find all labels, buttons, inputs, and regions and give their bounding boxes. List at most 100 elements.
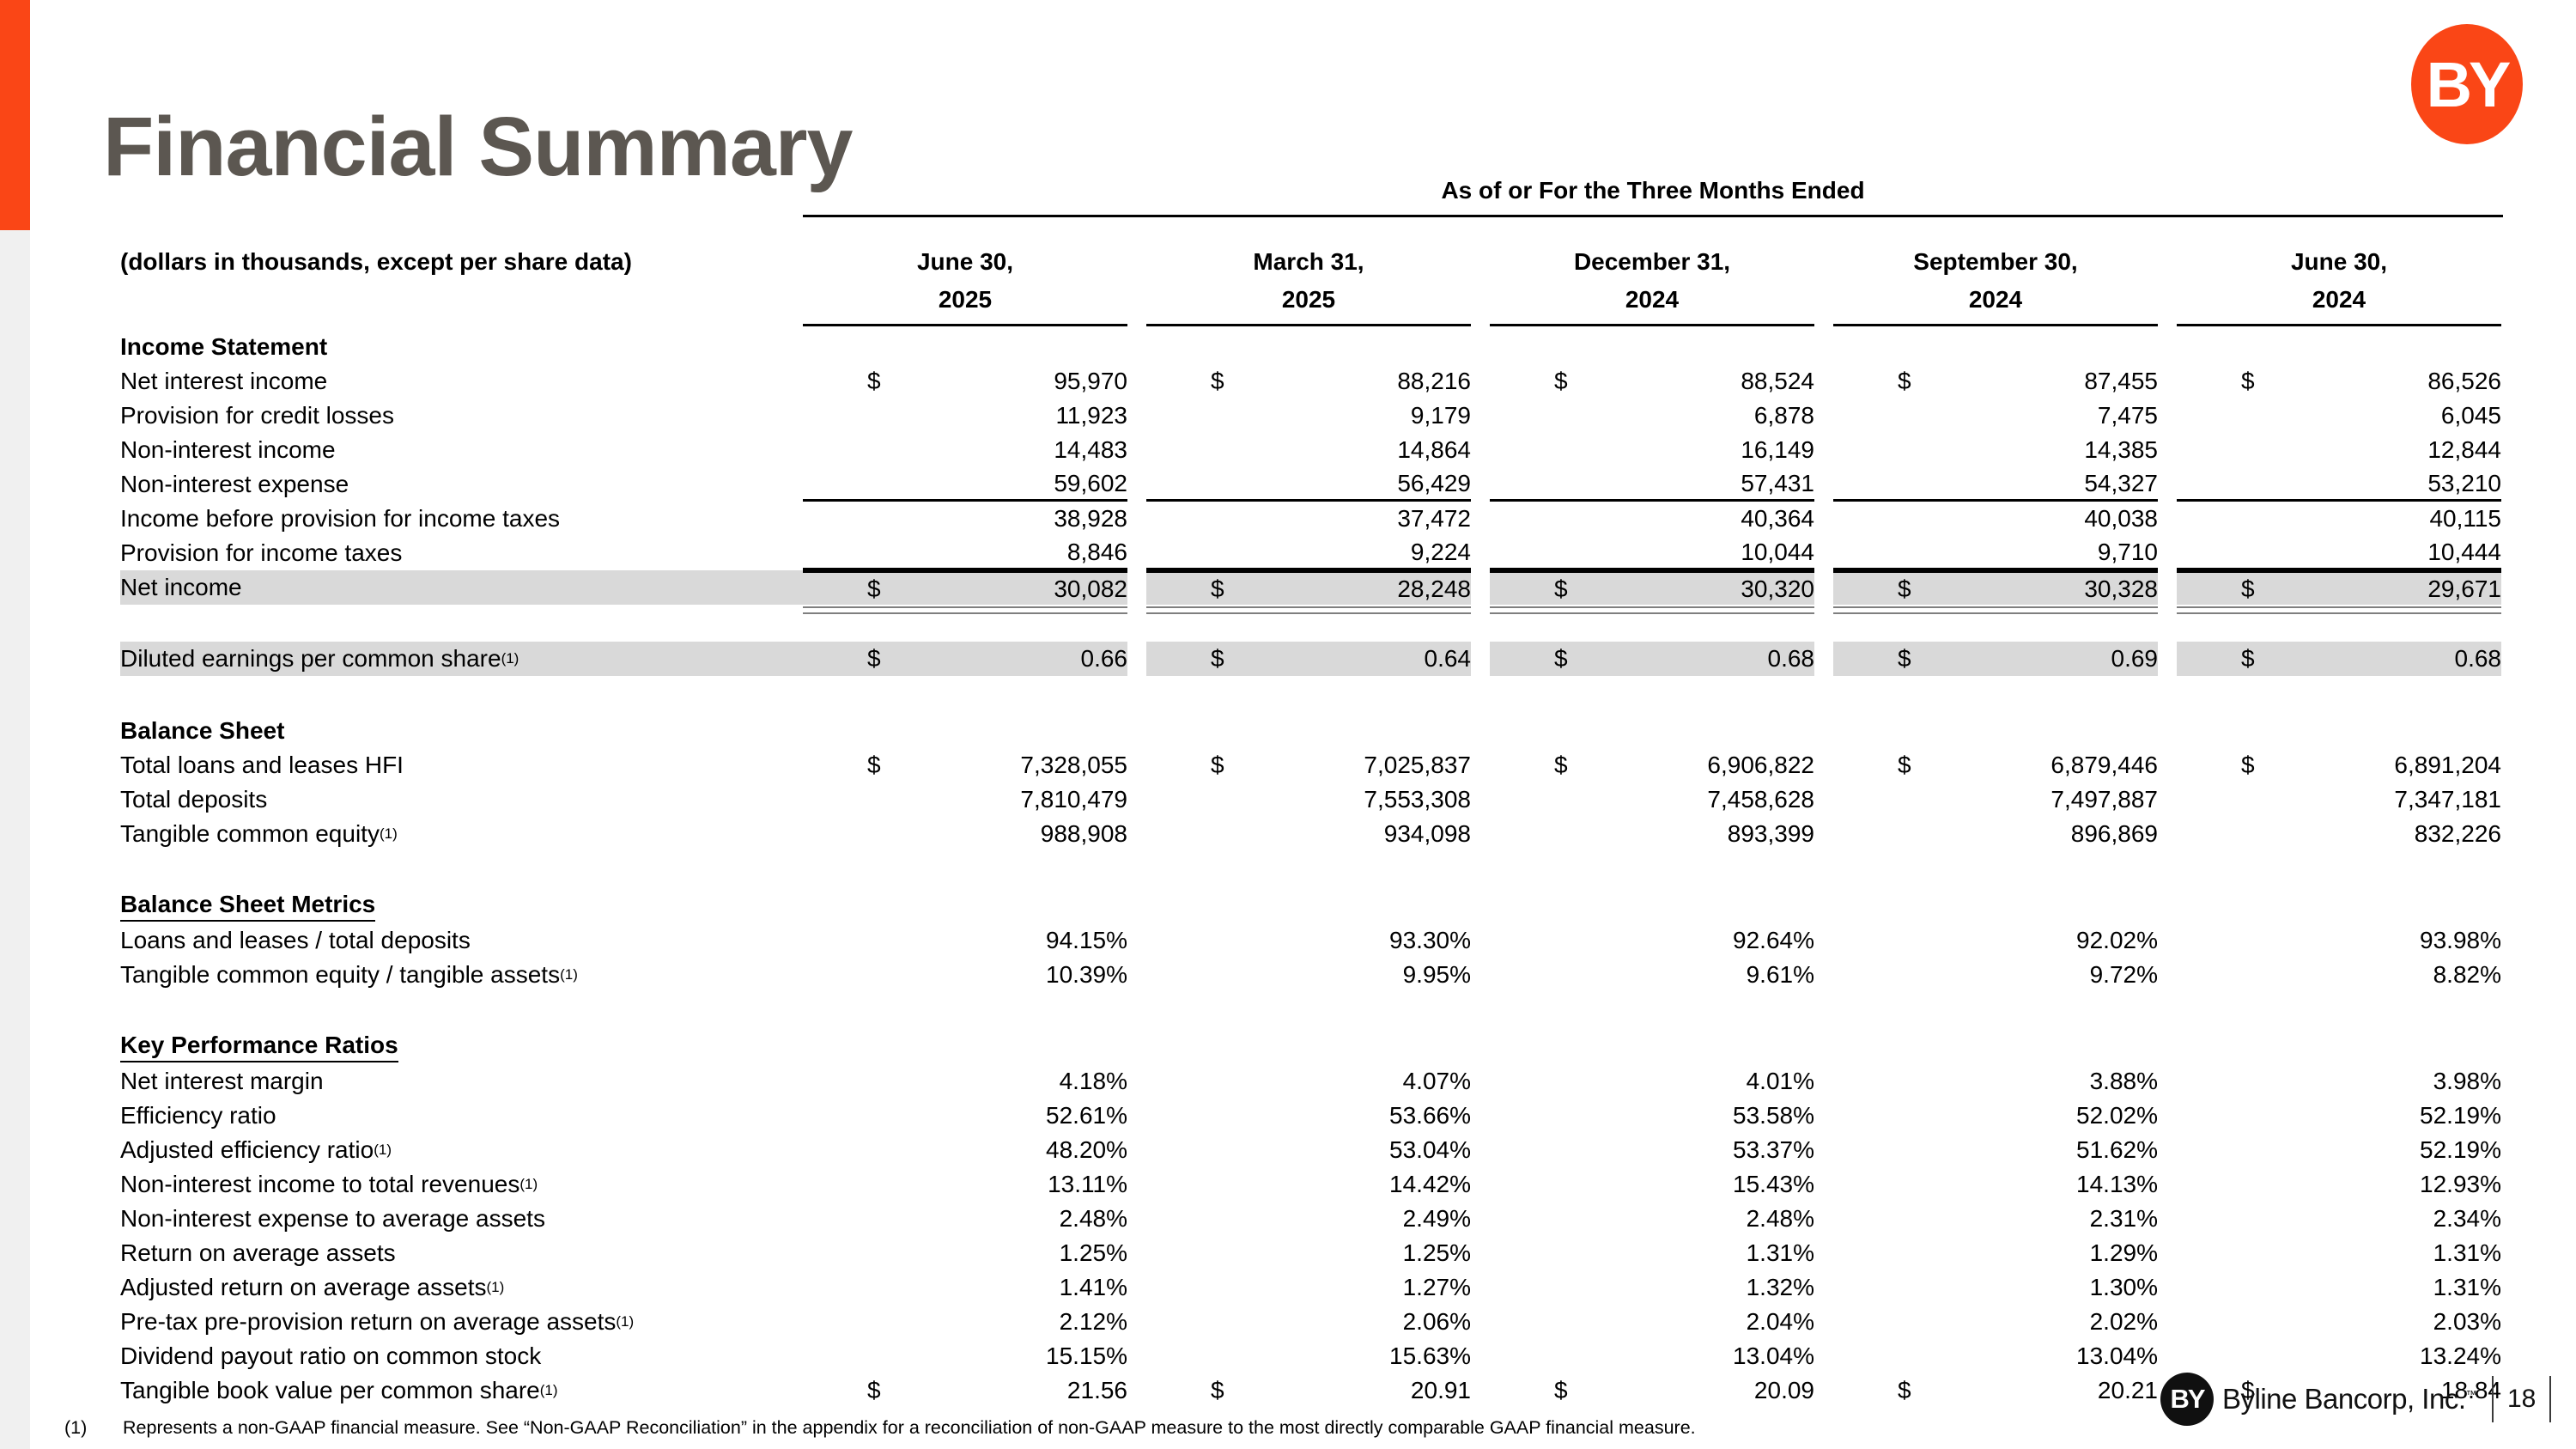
value-cell: 40,038 <box>1833 502 2158 536</box>
cell-value: 11,923 <box>1055 402 1127 429</box>
value-cell: 893,399 <box>1490 817 1814 851</box>
value-cell: 1.32% <box>1490 1270 1814 1305</box>
cell-value: 15.43% <box>1733 1171 1814 1197</box>
row-label: Net income <box>120 570 803 605</box>
cell-value: 9,710 <box>2097 538 2158 565</box>
dollar-sign: $ <box>1211 645 1224 672</box>
column-header-date: March 31, <box>1253 248 1364 275</box>
cell-value: 9,224 <box>1410 538 1471 565</box>
value-cell: 56,429 <box>1146 467 1471 502</box>
dollar-sign: $ <box>1554 752 1568 778</box>
value-cell: 1.31% <box>2177 1236 2501 1270</box>
value-cell: 93.98% <box>2177 923 2501 958</box>
value-cell: 40,115 <box>2177 502 2501 536</box>
cell-value: 30,320 <box>1741 575 1814 602</box>
value-cell: 1.31% <box>1490 1236 1814 1270</box>
table-row: Total deposits 7,810,479 7,553,308 7,458,62… <box>120 782 2503 817</box>
cell-value: 86,526 <box>2427 368 2501 394</box>
byline-footer-logo-letters: BY <box>2170 1384 2205 1414</box>
row-label: Dividend payout ratio on common stock <box>120 1339 803 1373</box>
cell-value: 1.41% <box>1059 1274 1127 1300</box>
cell-value: 51.62% <box>2076 1136 2158 1163</box>
table-row: Return on average assets 1.25% 1.25% 1.31% 1… <box>120 1236 2503 1270</box>
table-row: Pre-tax pre-provision return on average … <box>120 1305 2503 1339</box>
value-cell: $0.66 <box>803 642 1127 676</box>
table-row: Adjusted efficiency ratio (1) 48.20% 53.04%… <box>120 1133 2503 1167</box>
value-cell: 9.61% <box>1490 958 1814 992</box>
column-header-year: 2025 <box>1281 286 1336 313</box>
value-cell: 4.07% <box>1146 1064 1471 1099</box>
row-label-text: Income before provision for income taxes <box>120 505 561 532</box>
cell-value: 1.25% <box>1059 1239 1127 1266</box>
value-cell: $29,671 <box>2177 570 2501 605</box>
value-cell: 12.93% <box>2177 1167 2501 1202</box>
cell-value: 1.25% <box>1402 1239 1471 1266</box>
page-number: 18 <box>2507 1385 2537 1413</box>
table-row: Tangible common equity (1) 988,908 934,098 8… <box>120 817 2503 851</box>
footer: BY Byline Bancorp, Inc.™ 18 <box>2160 1373 2552 1426</box>
dollar-sign: $ <box>1211 368 1224 394</box>
column-header-year: 2024 <box>2312 286 2366 313</box>
row-label-text: Pre-tax pre-provision return on average … <box>120 1308 617 1335</box>
value-cell: 10,044 <box>1490 536 1814 570</box>
page-title: Financial Summary <box>103 99 853 193</box>
value-cell: 988,908 <box>803 817 1127 851</box>
value-cell: 1.25% <box>803 1236 1127 1270</box>
cell-value: 92.64% <box>1733 927 1814 953</box>
section-heading-label: Balance Sheet Metrics <box>120 891 376 922</box>
footnote-text: Represents a non-GAAP financial measure.… <box>123 1417 1696 1438</box>
dollar-sign: $ <box>1898 752 1911 778</box>
column-header-date: June 30, <box>2290 248 2388 275</box>
row-label: Loans and leases / total deposits <box>120 923 803 958</box>
section-gap <box>120 851 2503 889</box>
section-heading: Income Statement <box>120 330 2503 364</box>
value-cell: 15.15% <box>803 1339 1127 1373</box>
dollar-sign: $ <box>1898 1377 1911 1403</box>
value-cell: $20.21 <box>1833 1373 2158 1408</box>
section-heading-label: Key Performance Ratios <box>120 1032 398 1062</box>
row-label-text: Non-interest income <box>120 436 336 463</box>
value-cell: $18.84 <box>2177 1373 2501 1408</box>
cell-value: 1.31% <box>1746 1239 1814 1266</box>
value-cell: 15.43% <box>1490 1167 1814 1202</box>
cell-value: 52.02% <box>2076 1102 2158 1129</box>
dollar-sign: $ <box>1554 575 1568 602</box>
double-rule <box>2177 606 2501 614</box>
value-cell: 14.42% <box>1146 1167 1471 1202</box>
cell-value: 52.61% <box>1046 1102 1127 1129</box>
value-cell: 9,710 <box>1833 536 2158 570</box>
double-rule-spacer <box>120 605 803 616</box>
value-cell: 52.19% <box>2177 1133 2501 1167</box>
table-row: Net interest income $95,970 $88,216 $88,524… <box>120 364 2503 399</box>
dollar-sign: $ <box>2241 645 2255 672</box>
cell-value: 30,328 <box>2084 575 2158 602</box>
value-cell: 9.95% <box>1146 958 1471 992</box>
value-cell: 896,869 <box>1833 817 2158 851</box>
value-cell: 14,864 <box>1146 433 1471 467</box>
cell-value: 88,216 <box>1397 368 1471 394</box>
section-heading-label: Balance Sheet <box>120 717 285 744</box>
dollar-sign: $ <box>1211 1377 1224 1403</box>
value-cell: 16,149 <box>1490 433 1814 467</box>
value-cell: 1.27% <box>1146 1270 1471 1305</box>
cell-value: 2.12% <box>1059 1308 1127 1335</box>
dollar-sign: $ <box>1554 368 1568 394</box>
row-label-text: Net interest income <box>120 368 328 394</box>
row-label: Provision for credit losses <box>120 399 803 433</box>
section-gap <box>120 676 2503 714</box>
cell-value: 1.29% <box>2089 1239 2158 1266</box>
table-row: Net income $30,082 $28,248 $30,320 $30,328 $2… <box>120 570 2503 605</box>
cell-value: 7,810,479 <box>1020 786 1127 813</box>
value-cell: 9,224 <box>1146 536 1471 570</box>
cell-value: 2.02% <box>2089 1308 2158 1335</box>
cell-value: 0.68 <box>1767 645 1815 672</box>
byline-logo-letters: BY <box>2426 48 2512 120</box>
row-label-text: Provision for credit losses <box>120 402 395 429</box>
value-cell: 14.13% <box>1833 1167 2158 1202</box>
row-label: Pre-tax pre-provision return on average … <box>120 1308 635 1335</box>
cell-value: 6,878 <box>1753 402 1814 429</box>
row-label-text: Total deposits <box>120 786 268 813</box>
cell-value: 9.61% <box>1746 961 1814 988</box>
value-cell: 6,878 <box>1490 399 1814 433</box>
cell-value: 2.03% <box>2433 1308 2501 1335</box>
